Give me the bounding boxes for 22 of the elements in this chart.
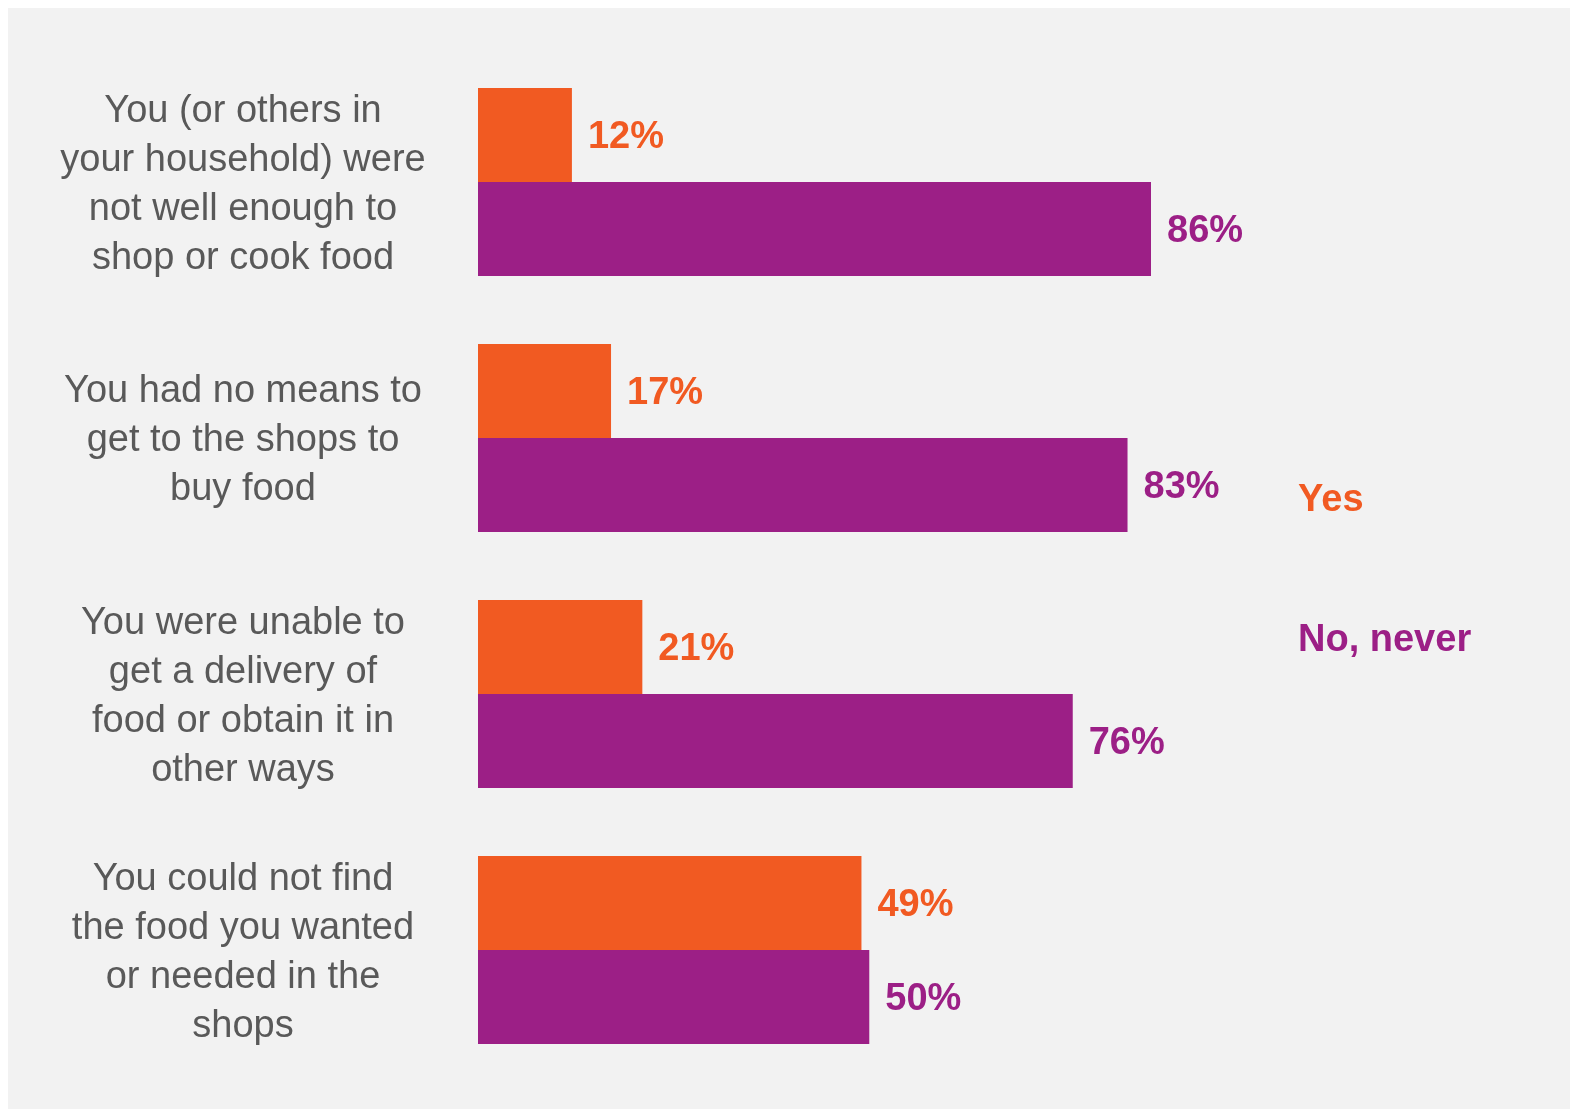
bar: [478, 856, 862, 950]
bar: [478, 950, 870, 1044]
data-label: 50%: [885, 976, 962, 1019]
data-label: 86%: [1167, 208, 1244, 251]
bar: [478, 600, 643, 694]
data-label: 49%: [877, 882, 954, 925]
y-tick-label: You had no means to get to the shops to buy food: [64, 368, 422, 509]
data-label: 12%: [587, 114, 664, 157]
bar: [478, 182, 1151, 276]
data-label: 83%: [1143, 464, 1220, 507]
y-tick-label: You were unable to get a delivery of food or obtain it in other ways: [81, 599, 405, 789]
y-tick-label: You (or others in your household) were not well enough to shop or cook food: [60, 87, 426, 277]
bar: [478, 694, 1073, 788]
data-label: 76%: [1088, 720, 1165, 763]
text: No, never: [1298, 617, 1472, 660]
bar: [478, 344, 612, 438]
bar: [478, 88, 572, 182]
data-label: 17%: [627, 370, 704, 413]
text: Yes: [1298, 477, 1364, 520]
data-label: 21%: [658, 626, 735, 669]
y-tick-label: You could not find the food you wanted or needed in the shops: [71, 855, 415, 1045]
bar: [478, 438, 1128, 532]
